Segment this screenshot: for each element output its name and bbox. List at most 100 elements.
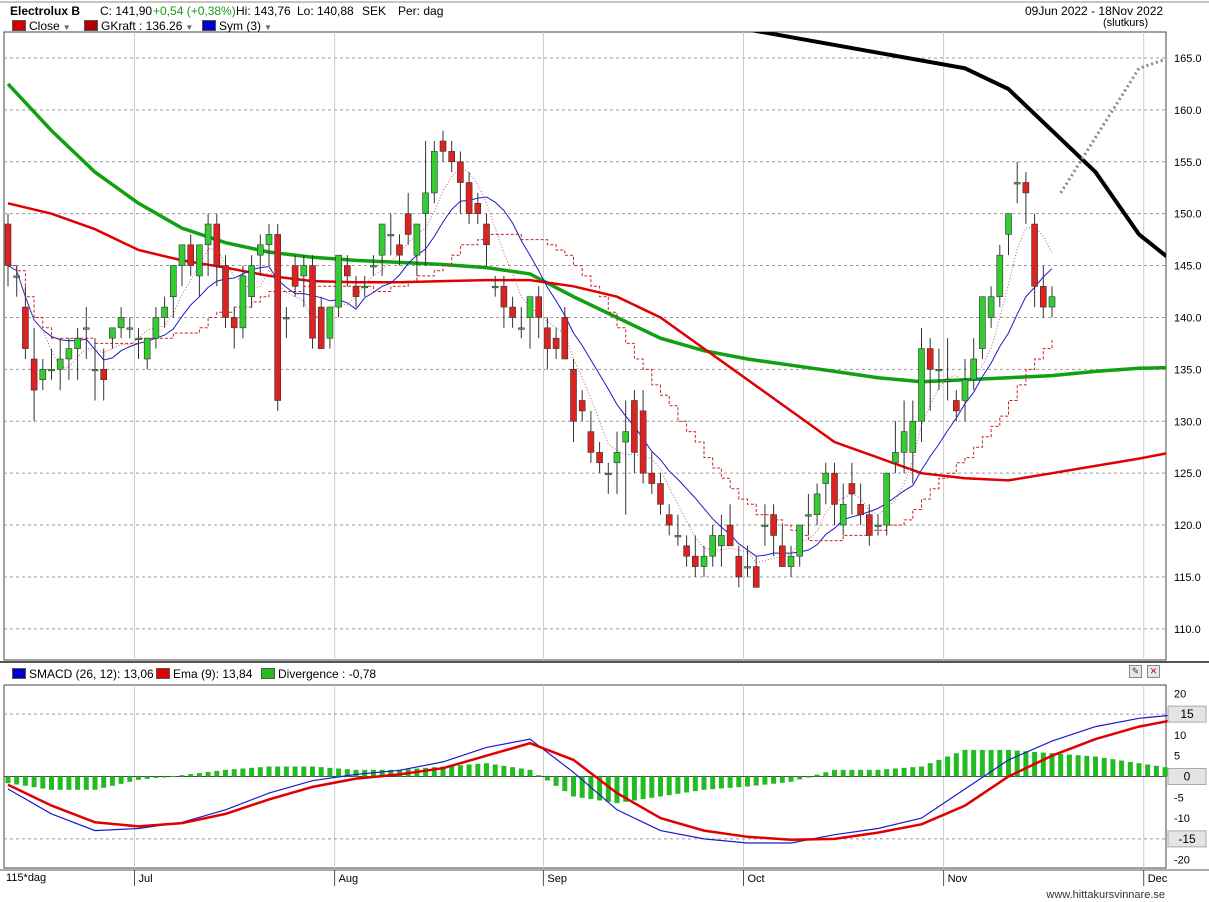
candle-body (291, 265, 299, 287)
candle-body (13, 275, 20, 278)
candle-body (39, 369, 47, 381)
candle-body (683, 545, 690, 557)
candle-body (117, 317, 125, 329)
divergence-bar (597, 776, 603, 801)
divergence-bar (205, 771, 211, 777)
y-tick-label: 155.0 (1174, 157, 1202, 169)
divergence-bar (153, 776, 159, 778)
divergence-bar (144, 776, 150, 779)
candle-body (735, 555, 743, 578)
candle-body (822, 472, 830, 484)
candle-body (378, 223, 386, 256)
divergence-bar (327, 767, 333, 777)
candle-body (143, 337, 151, 360)
divergence-bar (962, 749, 968, 777)
sma-long-line (750, 32, 1166, 259)
candle-body (744, 566, 751, 569)
candle-body (48, 369, 55, 372)
price-type: (slutkurs) (1103, 17, 1149, 29)
candle-body (691, 555, 699, 567)
divergence-bar (892, 768, 898, 777)
divergence-bar (484, 763, 489, 777)
divergence-bar (910, 767, 916, 777)
divergence-bar (1066, 754, 1072, 777)
candle-body (187, 244, 194, 266)
close-icon[interactable]: ✕ (1147, 665, 1160, 678)
legend-swatch-divergence (261, 668, 275, 679)
macd-y-tick-label: 5 (1174, 751, 1180, 763)
candle-body (613, 452, 621, 464)
x-tick-label: Sep (547, 873, 567, 885)
candle-body (674, 535, 682, 538)
value-box-label: -15 (1178, 832, 1196, 846)
candle-body (761, 524, 769, 527)
ema-line (7, 717, 1200, 841)
divergence-bar (57, 776, 63, 790)
divergence-bar (101, 776, 107, 788)
candle-body (230, 317, 238, 329)
divergence-bar (109, 776, 115, 786)
candle-body (256, 244, 264, 256)
divergence-bar (631, 776, 637, 801)
candle-body (848, 483, 856, 495)
candle-body (22, 306, 29, 349)
date-range: 09Jun 2022 - 18Nov 2022 (1025, 4, 1164, 18)
chevron-down-icon[interactable]: ▼ (185, 23, 194, 32)
divergence-bar (388, 769, 394, 777)
divergence-bar (5, 776, 11, 784)
legend-swatch-smacd (12, 668, 26, 679)
short-trace-line (7, 167, 1053, 563)
low-value: Lo: 140,88 (297, 4, 354, 18)
divergence-bar (945, 756, 951, 777)
divergence-bar (823, 772, 829, 777)
candle-body (509, 306, 516, 318)
divergence-bar (379, 769, 385, 777)
y-tick-label: 120.0 (1174, 520, 1202, 532)
divergence-bar (301, 766, 307, 777)
divergence-bar (1058, 753, 1064, 777)
divergence-bar (510, 767, 516, 777)
candle-body (161, 306, 168, 318)
divergence-bar (971, 749, 977, 777)
divergence-bar (518, 768, 524, 777)
value-box-label: 0 (1184, 770, 1191, 784)
candle-body (604, 472, 612, 475)
candle-body (396, 244, 403, 256)
divergence-bar (710, 776, 716, 790)
divergence-bar (797, 776, 803, 780)
candle-body (657, 483, 664, 505)
divergence-bar (988, 749, 994, 777)
smacd-line (7, 713, 1201, 844)
x-tick-label: Aug (339, 873, 359, 885)
y-tick-label: 110.0 (1174, 624, 1201, 636)
y-tick-label: 160.0 (1174, 105, 1202, 117)
divergence-bar (275, 766, 281, 777)
divergence-bar (1162, 767, 1168, 777)
candle-body (74, 337, 81, 349)
divergence-bar (605, 776, 611, 802)
divergence-bar (292, 766, 298, 777)
candle-body (317, 306, 325, 349)
divergence-bar (127, 776, 133, 782)
candle-body (56, 358, 64, 370)
divergence-bar (75, 776, 81, 790)
legend-gkraft[interactable]: GKraft : 136.26 ▼ (84, 19, 193, 33)
wrench-icon[interactable]: ✎ (1129, 665, 1142, 678)
candle-body (178, 244, 186, 266)
divergence-bar (283, 766, 289, 777)
candle-body (813, 493, 821, 515)
candle-body (970, 358, 978, 381)
currency-label: SEK (362, 4, 387, 18)
legend-close[interactable]: Close ▼ (12, 19, 71, 33)
divergence-bar (1014, 750, 1020, 777)
candle-body (544, 327, 551, 349)
trend-projection-line (1059, 57, 1166, 194)
chevron-down-icon[interactable]: ▼ (264, 23, 272, 32)
candle-body (404, 213, 412, 235)
divergence-bar (658, 776, 663, 797)
legend-sym[interactable]: Sym (3) ▼ (202, 19, 272, 33)
chevron-down-icon[interactable]: ▼ (62, 23, 71, 32)
candle-body (648, 472, 656, 484)
divergence-bar (718, 776, 724, 789)
